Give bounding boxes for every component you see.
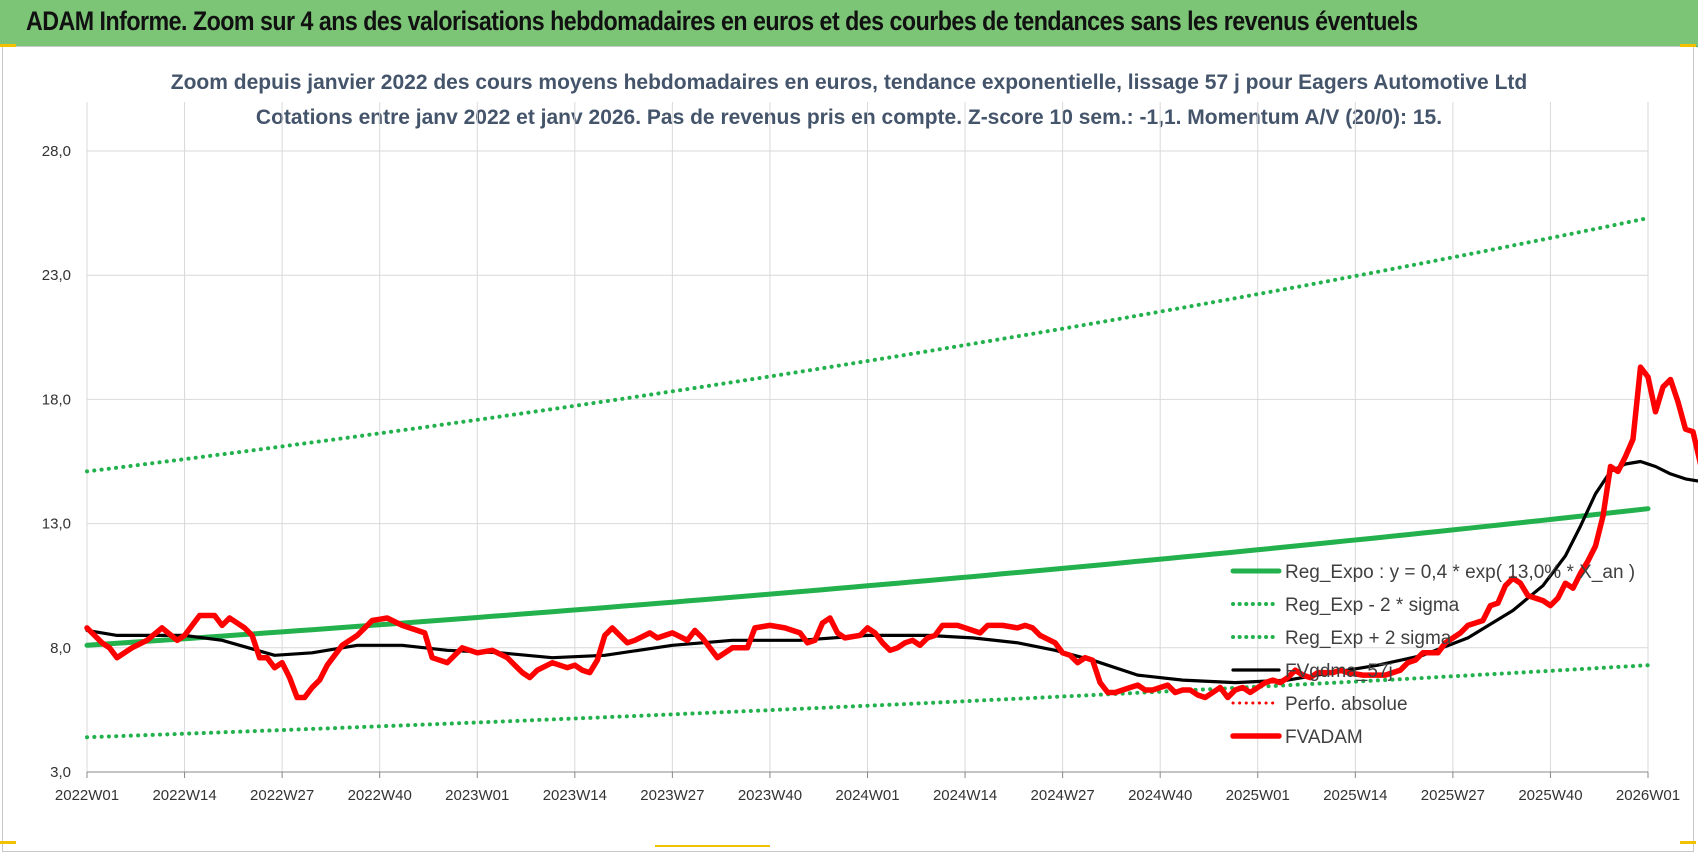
x-tick-label: 2024W14 xyxy=(933,787,997,804)
corner-mark-top-right xyxy=(1680,44,1696,47)
corner-mark-bottom-left xyxy=(0,841,16,844)
legend-label: Reg_Exp - 2 * sigma xyxy=(1285,595,1460,616)
y-tick-label: 13,0 xyxy=(42,516,71,533)
x-axis: 2022W01 2022W14 2022W27 2022W40 2023W01 2023W… xyxy=(55,771,1680,804)
x-tick-label: 2022W14 xyxy=(152,787,216,804)
x-tick-label: 2023W27 xyxy=(640,787,704,804)
series-line-1 xyxy=(85,663,1650,740)
legend-label: FVADAM xyxy=(1285,727,1363,748)
report-banner: ADAM Informe. Zoom sur 4 ans des valoris… xyxy=(0,0,1698,47)
y-tick-label: 28,0 xyxy=(42,143,71,160)
chart-title: Zoom depuis janvier 2022 des cours moyen… xyxy=(171,71,1527,94)
chart-series xyxy=(84,216,1698,740)
x-tick-label: 2022W01 xyxy=(55,787,119,804)
x-tick-label: 2026W01 xyxy=(1616,787,1680,804)
x-tick-label: 2023W40 xyxy=(738,787,802,804)
corner-mark-top-left xyxy=(0,44,16,47)
legend-label: Perfo. absolue xyxy=(1285,694,1408,715)
x-tick-label: 2025W40 xyxy=(1518,787,1582,804)
x-tick-label: 2023W01 xyxy=(445,787,509,804)
legend-label: Reg_Exp + 2 sigma xyxy=(1285,628,1452,649)
legend-label: FVgdma_57j xyxy=(1285,661,1393,682)
x-tick-label: 2022W40 xyxy=(348,787,412,804)
x-tick-label: 2022W27 xyxy=(250,787,314,804)
x-tick-label: 2024W27 xyxy=(1031,787,1095,804)
corner-mark-bottom-right xyxy=(1680,841,1696,844)
chart-subtitle: Cotations entre janv 2022 et janv 2026. … xyxy=(256,106,1442,129)
x-tick-label: 2024W01 xyxy=(835,787,899,804)
x-tick-label: 2025W01 xyxy=(1226,787,1290,804)
series-line-0 xyxy=(84,506,1651,648)
y-tick-label: 18,0 xyxy=(42,391,71,408)
x-tick-label: 2023W14 xyxy=(543,787,607,804)
series-line-5 xyxy=(84,364,1698,701)
series-line-2 xyxy=(85,216,1650,474)
x-tick-label: 2024W40 xyxy=(1128,787,1192,804)
corner-mark-bottom-center xyxy=(655,845,770,847)
chart-legend: Reg_Expo : y = 0,4 * exp( 13,0% * X_an )… xyxy=(1230,562,1635,748)
y-tick-label: 3,0 xyxy=(50,764,71,781)
x-tick-label: 2025W27 xyxy=(1421,787,1485,804)
y-tick-label: 8,0 xyxy=(50,640,71,657)
y-tick-label: 23,0 xyxy=(42,267,71,284)
legend-label: Reg_Expo : y = 0,4 * exp( 13,0% * X_an ) xyxy=(1285,562,1635,583)
chart-frame xyxy=(2,46,1694,852)
report-title: ADAM Informe. Zoom sur 4 ans des valoris… xyxy=(26,6,1418,36)
y-axis: 28,0 23,0 18,0 13,0 8,0 3,0 xyxy=(42,143,71,781)
x-tick-label: 2025W14 xyxy=(1323,787,1387,804)
